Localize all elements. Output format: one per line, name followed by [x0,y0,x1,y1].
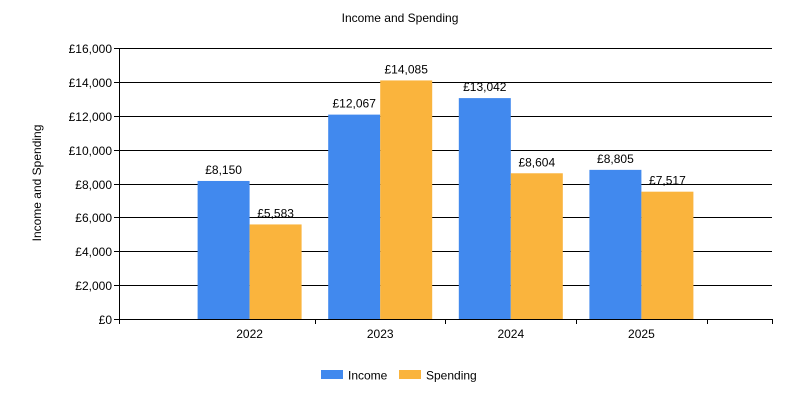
bars [197,80,694,320]
bar-income-2023 [328,114,381,319]
legend-label: Spending [426,369,477,383]
y-tick-label: £10,000 [69,144,113,158]
x-tick-label: 2024 [497,327,524,341]
y-axis-title: Income and Spending [30,125,44,242]
bar-income-2024 [458,98,511,319]
y-tick-label: £16,000 [69,42,113,56]
legend: Income Spending [321,369,477,383]
legend-label: Income [348,369,388,383]
axes: £0 £2,000 £4,000 £6,000 £8,000 £10,000 £12,000… [69,42,773,341]
bar-spending-2023 [380,80,433,320]
bar-income-2022 [197,180,250,319]
data-labels: £8,150 £5,583 £12,067 £14,085 £13,042 £8,604 £… [205,62,686,220]
x-tick-label: 2023 [367,327,394,341]
data-label: £13,042 [463,80,507,94]
y-tick-label: £0 [99,313,113,327]
legend-swatch-income [321,370,343,379]
bar-spending-2024 [510,173,563,319]
legend-swatch-spending [399,370,421,379]
bar-spending-2025 [641,191,694,319]
chart-title: Income and Spending [342,11,459,25]
data-label: £5,583 [257,206,294,220]
x-tick-label: 2022 [236,327,263,341]
data-label: £14,085 [385,62,429,76]
data-label: £8,604 [518,155,555,169]
data-label: £7,517 [649,174,686,188]
y-tick-label: £6,000 [75,211,112,225]
y-tick-label: £4,000 [75,245,112,259]
y-tick-label: £2,000 [75,279,112,293]
bar-spending-2022 [249,224,302,319]
y-tick-label: £12,000 [69,110,113,124]
bar-income-2025 [589,169,642,319]
data-label: £8,150 [205,163,242,177]
y-tick-label: £14,000 [69,76,113,90]
data-label: £12,067 [333,97,377,111]
y-tick-label: £8,000 [75,178,112,192]
data-label: £8,805 [597,152,634,166]
x-tick-label: 2025 [628,327,655,341]
